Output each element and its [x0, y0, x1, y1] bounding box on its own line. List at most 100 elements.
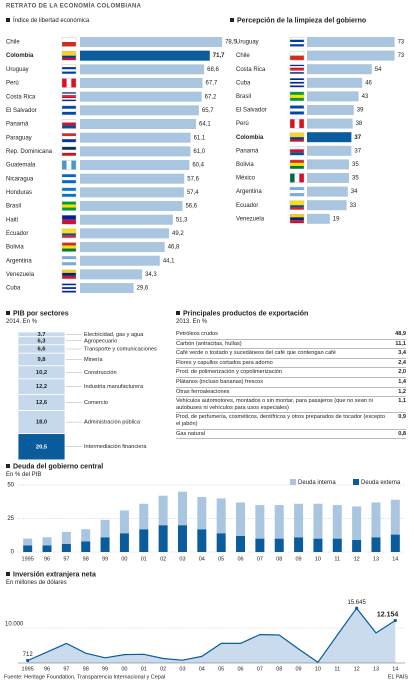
value-label: 12.154 [377, 611, 399, 618]
x-tick-label: 06 [237, 556, 243, 562]
bar-segment [197, 497, 207, 530]
flag-stripe [62, 233, 76, 236]
cell-label: Carbón (antracitas, hullas) [176, 339, 386, 350]
flag-stripe [290, 42, 304, 45]
value-label: 3,7 [37, 332, 45, 338]
category-label: Comercio [84, 400, 108, 406]
bar-segment [197, 529, 207, 552]
flag-stripe [62, 92, 76, 94]
flag-stripe [290, 220, 304, 224]
x-tick-label: 06 [237, 666, 243, 672]
value-label: 33 [350, 203, 357, 209]
value-label: 43 [362, 94, 369, 100]
category-label: Brasil [236, 94, 251, 100]
bar-segment [332, 538, 342, 552]
bar-segment [274, 505, 284, 539]
bar-segment [158, 495, 168, 526]
flag-stripe [62, 262, 76, 266]
value-label: 34,3 [145, 272, 157, 278]
bar-segment [294, 503, 304, 538]
table: Petróleos crudos 48,9 Carbón (antracitas, … [176, 330, 406, 440]
flag-stripe [62, 119, 76, 123]
flag-stripe [290, 97, 304, 101]
flag-stripe [290, 81, 304, 84]
category-label: Paraguay [6, 135, 32, 141]
cell-label: Café verde o tostado y sucedáneos del ca… [176, 348, 386, 359]
bar [80, 50, 210, 61]
value-label: 71,7 [213, 53, 225, 59]
flag-stripe [62, 51, 76, 54]
legend-label: Deuda externa [361, 480, 401, 486]
cell-label: Vehículos automotores, montados o sin mo… [176, 396, 386, 414]
flag-border [61, 78, 77, 88]
chart-title: PIB por sectores [13, 310, 69, 317]
x-tick-label: 98 [83, 556, 89, 562]
bullet [6, 572, 10, 576]
category-label: Venezuela [236, 216, 265, 222]
value-label: 18,0 [36, 420, 47, 426]
table-row: Café verde o tostado y sucedáneos del ca… [176, 348, 406, 359]
table-row: Gas natural 0,8 [176, 429, 406, 440]
bar [307, 64, 372, 75]
cell-value: 48,9 [386, 330, 406, 340]
bar-segment [177, 525, 187, 552]
value-label: 12,6 [36, 400, 48, 406]
bar-segment [371, 502, 381, 538]
table-row: Petróleos crudos 48,9 [176, 330, 406, 340]
point [393, 618, 397, 623]
value-label: 19 [333, 216, 340, 222]
bar [80, 37, 223, 47]
category-label: Minería [84, 357, 104, 363]
flag-stripe [62, 275, 76, 279]
value-label: 29,6 [137, 286, 149, 292]
category-label: Haití [6, 217, 19, 223]
flag-stripe [62, 69, 76, 72]
bar-segment [139, 503, 149, 530]
bar [307, 145, 352, 156]
bar-segment [23, 545, 33, 552]
y-tick-label: 50 [7, 483, 14, 489]
table-subtitle: 2013. En % [176, 319, 208, 325]
flag-stripe [62, 285, 76, 288]
value-label: 6,6 [37, 347, 46, 353]
value-label: 37 [354, 135, 361, 141]
bar [80, 146, 191, 157]
bar-segment [294, 537, 304, 552]
bar-segment [216, 533, 226, 552]
cell-label: Flores y capullos cortados para adorno [176, 358, 386, 369]
cell-label: Prod. de perfumería, cosméticos, dentífr… [176, 412, 386, 430]
flag-border [289, 186, 305, 197]
value-label: 49,2 [172, 231, 184, 237]
flag-border [61, 269, 77, 280]
bar-segment [255, 538, 265, 552]
flag-stripe [290, 134, 304, 138]
x-tick-label: 07 [257, 556, 263, 562]
flag-stripe [290, 105, 304, 109]
cell-value: 1,4 [386, 377, 406, 388]
value-label: 35 [352, 162, 359, 168]
x-tick-label: 00 [121, 666, 127, 672]
flag-stripe [62, 228, 76, 232]
category-label: Perú [236, 121, 249, 127]
flag-stripe [62, 160, 67, 170]
x-tick-label: 12 [354, 556, 360, 562]
cell-value: 3,4 [386, 348, 406, 359]
flag-stripe [290, 69, 304, 71]
chart-title: Deuda del gobierno central [13, 463, 103, 470]
flag-stripe [62, 207, 76, 211]
flag-border [289, 173, 305, 183]
bar [80, 78, 203, 89]
value-label: 6,3 [37, 338, 46, 344]
table-row: Prod. de perfumería, cosméticos, dentífr… [176, 412, 406, 430]
category-label: Guatemala [6, 163, 36, 169]
flag-border [289, 105, 305, 115]
bar-segment [352, 539, 362, 552]
bullet [230, 18, 234, 22]
flag-stripe [290, 205, 304, 208]
flag-stripe [290, 91, 304, 95]
bar-segment [81, 529, 91, 542]
flag-stripe [290, 108, 304, 112]
bar [307, 173, 349, 183]
bar-segment [61, 543, 71, 552]
